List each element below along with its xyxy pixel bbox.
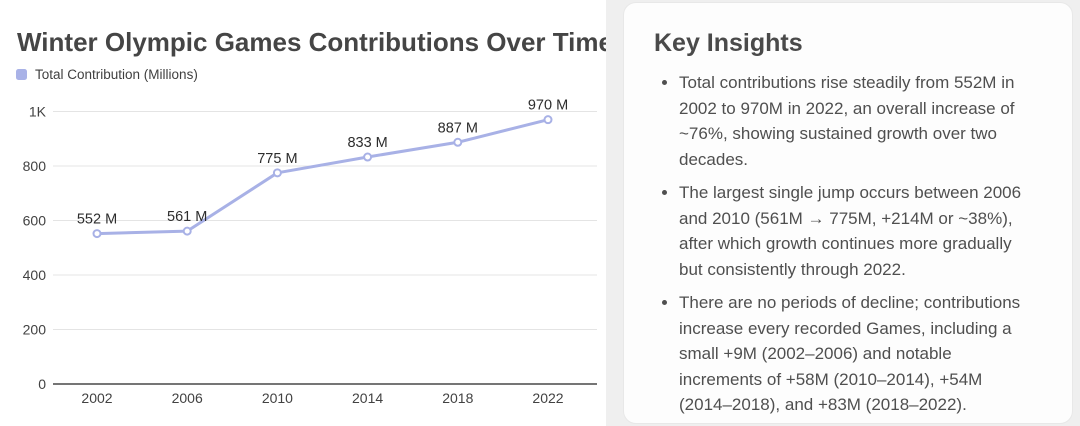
data-point-marker[interactable]: [272, 168, 282, 178]
data-point-label: 833 M: [347, 135, 387, 151]
data-point-marker[interactable]: [182, 226, 192, 236]
y-tick-label: 0: [38, 376, 46, 392]
insights-heading: Key Insights: [654, 29, 803, 57]
key-insights-card: Key Insights Total contributions rise st…: [623, 2, 1073, 424]
data-point-label: 970 M: [528, 98, 568, 114]
data-point-marker[interactable]: [92, 229, 102, 239]
y-tick-label: 600: [23, 213, 47, 229]
data-point-marker[interactable]: [453, 137, 463, 147]
legend-label: Total Contribution (Millions): [35, 67, 198, 82]
y-tick-label: 800: [23, 158, 47, 174]
x-tick-label: 2010: [262, 390, 293, 406]
insight-item: There are no periods of decline; contrib…: [679, 290, 1022, 418]
data-point-label: 552 M: [77, 212, 117, 228]
data-point-marker[interactable]: [543, 115, 553, 125]
insight-item: The largest single jump occurs between 2…: [679, 180, 1022, 282]
y-tick-label: 1K: [29, 104, 47, 120]
chart-legend[interactable]: Total Contribution (Millions): [16, 67, 198, 82]
y-tick-label: 200: [23, 322, 47, 338]
insights-list: Total contributions rise steadily from 5…: [654, 70, 1022, 418]
chart-panel: Winter Olympic Games Contributions Over …: [16, 27, 613, 406]
x-tick-label: 2002: [81, 390, 112, 406]
data-point-label: 887 M: [438, 120, 478, 136]
x-tick-label: 2006: [172, 390, 203, 406]
data-point-label: 561 M: [167, 209, 207, 225]
legend-swatch-icon: [16, 69, 27, 80]
x-tick-label: 2014: [352, 390, 383, 406]
data-point-label: 775 M: [257, 151, 297, 167]
line-chart: 0 200 400 600 800 1K 2002 2006 2010 2014 2018 2022 5…: [23, 98, 597, 406]
x-tick-label: 2022: [532, 390, 563, 406]
insight-item: Total contributions rise steadily from 5…: [679, 70, 1022, 172]
insights-region: Key Insights Total contributions rise st…: [606, 0, 1080, 426]
series-line: [95, 118, 550, 236]
y-tick-label: 400: [23, 267, 47, 283]
x-tick-label: 2018: [442, 390, 473, 406]
data-point-marker[interactable]: [363, 152, 373, 162]
chart-title: Winter Olympic Games Contributions Over …: [17, 27, 613, 57]
